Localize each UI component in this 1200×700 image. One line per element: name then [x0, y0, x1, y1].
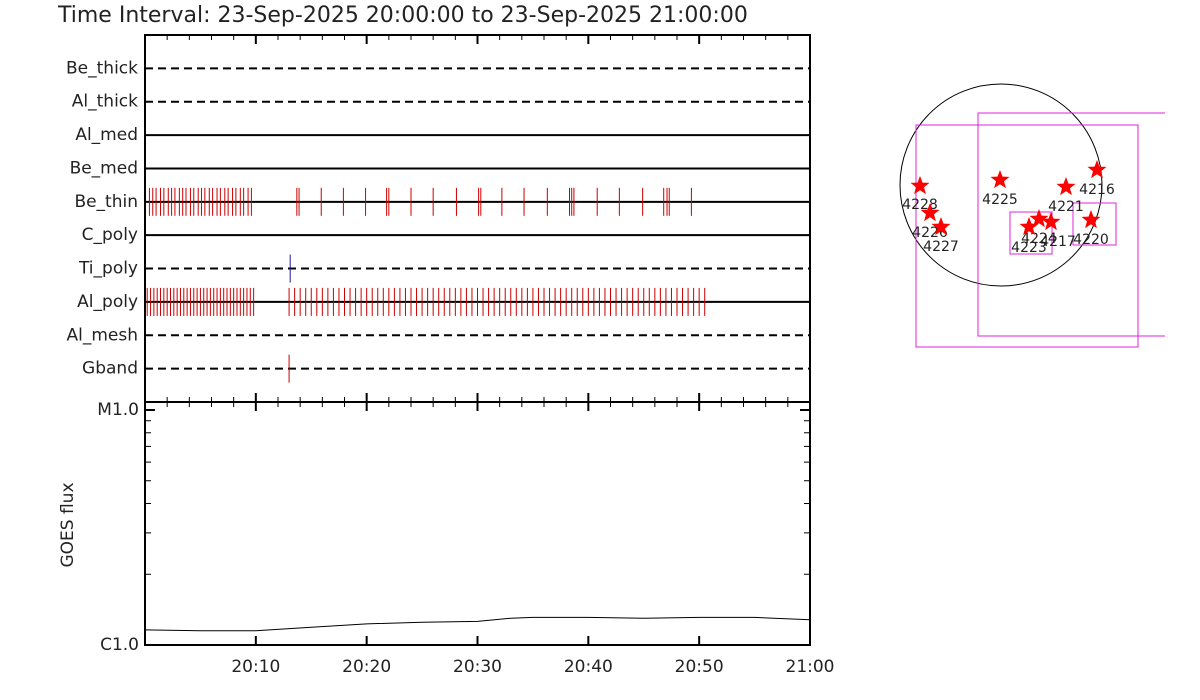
x-tick-label: 21:00: [786, 657, 835, 677]
sun-disk: [899, 83, 1103, 287]
chart-title: Time Interval: 23-Sep-2025 20:00:00 to 2…: [57, 3, 748, 28]
row-label: Ti_poly: [78, 259, 138, 279]
region-star: [1056, 177, 1076, 196]
region-label: 4220: [1073, 232, 1109, 248]
pointing-box: [1072, 202, 1117, 246]
region-label: 4227: [923, 239, 959, 255]
region-label: 4216: [1079, 182, 1115, 198]
region-star: [1029, 209, 1049, 228]
goes-flux-line: [144, 616, 811, 632]
region-star: [1041, 212, 1061, 231]
row-label: Al_thick: [72, 92, 138, 112]
region-star: [1087, 160, 1107, 179]
pointing-box: [915, 124, 1139, 348]
x-tick-label: 20:30: [453, 657, 502, 677]
row-label: Al_mesh: [66, 325, 138, 345]
region-label: 4217: [1040, 234, 1076, 250]
row-label: Gband: [82, 359, 138, 379]
pointing-box: [1009, 211, 1053, 255]
row-label: Be_med: [70, 158, 138, 178]
pointing-box: [977, 112, 1165, 337]
region-label: 4224: [1021, 231, 1057, 247]
x-tick-label: 20:10: [231, 657, 280, 677]
region-label: 4223: [1011, 240, 1047, 256]
row-label: C_poly: [82, 225, 138, 245]
row-label: Be_thick: [66, 58, 138, 78]
x-tick-label: 20:50: [675, 657, 724, 677]
region-star: [990, 170, 1010, 189]
region-star: [920, 203, 940, 222]
row-label: Be_thin: [74, 192, 138, 212]
x-tick-label: 20:40: [564, 657, 613, 677]
region-star: [910, 176, 930, 195]
y-axis-label: GOES flux: [58, 482, 78, 567]
region-star: [1019, 217, 1039, 236]
region-label: 4225: [982, 192, 1018, 208]
row-label: Al_poly: [77, 292, 138, 312]
plot-frame: [144, 34, 811, 646]
row-label: Al_med: [75, 125, 138, 145]
y-tick-label: C1.0: [100, 635, 139, 655]
region-star: [1081, 210, 1101, 229]
y-tick-label: M1.0: [97, 400, 139, 420]
region-label: 4221: [1048, 199, 1084, 215]
x-tick-label: 20:20: [342, 657, 391, 677]
region-star: [931, 217, 951, 236]
